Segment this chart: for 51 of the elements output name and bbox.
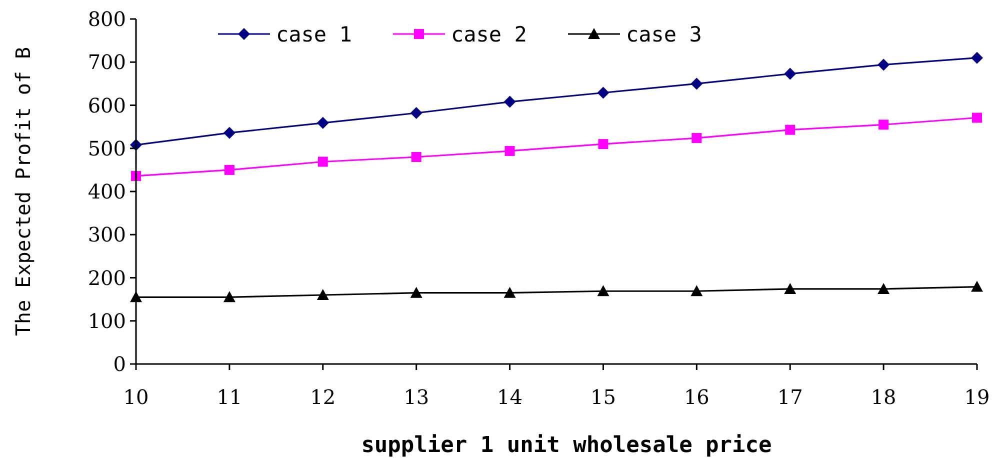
point xyxy=(504,286,516,298)
y-tick-label: 600 xyxy=(88,93,126,118)
point xyxy=(785,124,796,135)
point xyxy=(878,58,890,71)
legend-label: case 1 xyxy=(276,22,352,46)
point xyxy=(598,139,608,150)
point xyxy=(504,96,516,108)
point xyxy=(410,286,422,298)
legend-label: case 3 xyxy=(626,22,702,46)
x-tick-label: 15 xyxy=(590,385,616,409)
x-tick-label: 11 xyxy=(216,385,242,409)
x-tick-label: 10 xyxy=(123,385,149,409)
y-tick-label: 500 xyxy=(88,136,126,160)
point xyxy=(410,107,422,120)
point xyxy=(597,285,610,296)
y-tick-label: 100 xyxy=(88,308,126,333)
point xyxy=(878,282,890,294)
point xyxy=(878,120,889,130)
x-tick-label: 12 xyxy=(310,385,336,409)
y-tick-label: 0 xyxy=(113,352,126,376)
y-tick-label: 800 xyxy=(88,7,126,31)
point xyxy=(316,116,329,129)
point xyxy=(692,133,702,144)
point xyxy=(224,164,234,175)
point xyxy=(504,146,515,156)
legend-label: case 2 xyxy=(451,22,527,46)
point xyxy=(411,152,422,162)
point xyxy=(223,291,236,302)
point xyxy=(223,126,236,139)
point xyxy=(784,68,796,80)
point xyxy=(972,112,982,123)
x-tick-label: 19 xyxy=(964,385,990,409)
y-tick-label: 400 xyxy=(88,180,126,204)
x-tick-label: 14 xyxy=(497,385,523,409)
point xyxy=(784,282,796,294)
x-tick-label: 18 xyxy=(870,385,896,409)
point xyxy=(316,289,329,300)
point xyxy=(971,280,983,292)
x-axis-title: supplier 1 unit wholesale price xyxy=(361,433,772,458)
point xyxy=(318,156,328,167)
y-tick-label: 700 xyxy=(88,50,126,74)
y-axis-title: The Expected Profit of B xyxy=(11,47,35,336)
point xyxy=(690,78,703,90)
y-tick-label: 300 xyxy=(88,222,126,247)
x-tick-label: 16 xyxy=(684,385,710,409)
y-tick-label: 200 xyxy=(88,266,126,290)
point xyxy=(690,285,703,296)
x-tick-label: 13 xyxy=(404,385,430,409)
point xyxy=(597,86,610,99)
x-tick-label: 17 xyxy=(777,385,803,409)
point xyxy=(971,52,983,64)
